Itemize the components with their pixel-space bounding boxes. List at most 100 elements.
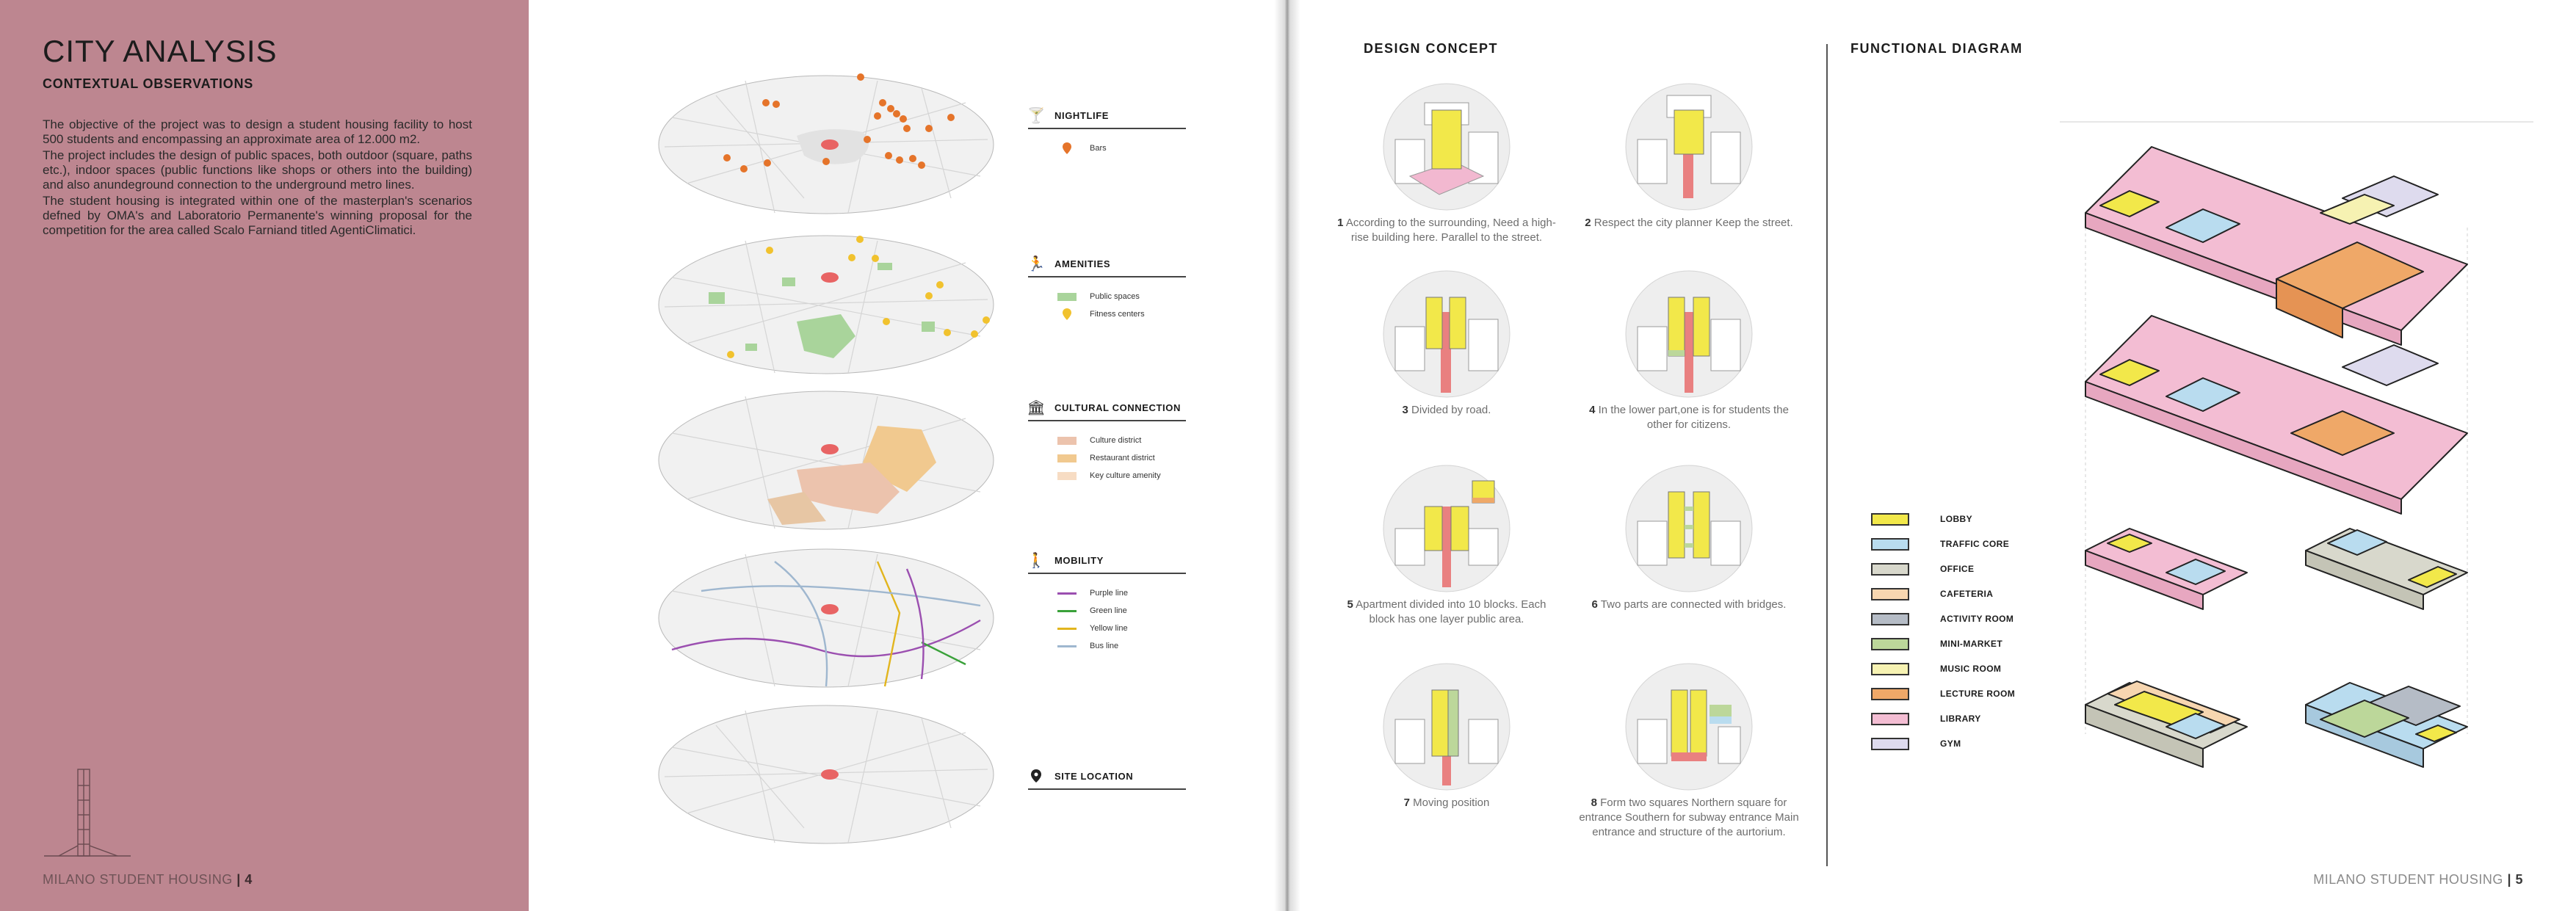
- color-swatch: [1871, 512, 1909, 526]
- city-map: [658, 391, 994, 530]
- legend-title: NIGHTLIFE: [1054, 109, 1110, 121]
- color-swatch: [1871, 612, 1909, 625]
- step-number: 6: [1591, 598, 1598, 611]
- step-number: 5: [1347, 598, 1353, 611]
- concept-step-4: 4 In the lower part,one is for students …: [1579, 268, 1799, 432]
- city-map: [658, 705, 994, 844]
- legend-title: SITE LOCATION: [1054, 770, 1134, 782]
- step-text: Respect the city planner Keep the street…: [1593, 217, 1793, 229]
- legend-swatch: [1057, 471, 1077, 480]
- concept-step-5: 5 Apartment divided into 10 blocks. Each…: [1336, 462, 1557, 627]
- intro-text: The objective of the project was to desi…: [43, 117, 472, 239]
- color-swatch: [1871, 537, 1909, 551]
- concept-step-6: 6 Two parts are connected with bridges.: [1579, 462, 1799, 612]
- walking-icon: 🚶: [1027, 552, 1046, 569]
- function-legend-item: ACTIVITY ROOM: [1871, 606, 2018, 631]
- concept-diagram: [1383, 83, 1510, 211]
- concept-step-1: 1 According to the surrounding, Need a h…: [1336, 81, 1557, 245]
- concept-diagram: [1625, 465, 1753, 592]
- legend-label: Culture district: [1090, 436, 1142, 445]
- legend-line-swatch: [1057, 609, 1077, 612]
- tower-sketch-icon: [44, 769, 131, 857]
- color-swatch: [1871, 687, 1909, 700]
- function-label: GYM: [1940, 738, 1961, 749]
- legend-line-swatch: [1057, 592, 1077, 595]
- function-label: CAFETERIA: [1940, 589, 1994, 599]
- step-number: 4: [1589, 404, 1596, 416]
- legend-line-swatch: [1057, 627, 1077, 630]
- legend-label: Bars: [1090, 144, 1107, 153]
- step-text: In the lower part,one is for students th…: [1598, 404, 1789, 431]
- museum-icon: 🏛: [1027, 399, 1046, 416]
- legend-label: Restaurant district: [1090, 454, 1155, 462]
- color-swatch: [1871, 662, 1909, 675]
- legend-line-swatch: [1057, 645, 1077, 647]
- map-pin-icon: [1057, 142, 1077, 154]
- legend-item: Restaurant district: [1057, 449, 1186, 467]
- step-text: Apartment divided into 10 blocks. Each b…: [1356, 598, 1546, 625]
- page-number: | 4: [236, 872, 253, 887]
- city-map: [658, 548, 994, 688]
- map-nightlife: [657, 73, 995, 217]
- concept-diagram: [1625, 270, 1753, 398]
- color-swatch: [1871, 562, 1909, 576]
- city-map: [658, 73, 994, 214]
- page-number: | 5: [2507, 872, 2523, 887]
- concept-diagram: [1625, 663, 1753, 791]
- legend-label: Purple line: [1090, 589, 1128, 598]
- legend-item: Green line: [1057, 602, 1186, 620]
- paragraph: The student housing is integrated within…: [43, 194, 472, 237]
- concept-diagram: [1383, 465, 1510, 592]
- function-label: LIBRARY: [1940, 714, 1981, 724]
- function-label: MUSIC ROOM: [1940, 664, 2002, 674]
- legend-item: Yellow line: [1057, 620, 1186, 637]
- step-text: Two parts are connected with bridges.: [1600, 598, 1787, 611]
- concept-diagram: [1383, 270, 1510, 398]
- page-subtitle: CONTEXTUAL OBSERVATIONS: [43, 76, 254, 91]
- legend-item: Key culture amenity: [1057, 467, 1186, 484]
- function-legend-item: MUSIC ROOM: [1871, 656, 2018, 681]
- concept-diagram: [1625, 83, 1753, 211]
- function-legend-item: LECTURE ROOM: [1871, 681, 2018, 706]
- step-number: 2: [1585, 217, 1591, 229]
- map-mobility: [657, 547, 995, 690]
- legend-item: Bars: [1057, 139, 1186, 157]
- legend-label: Yellow line: [1090, 624, 1128, 633]
- step-text: Divided by road.: [1411, 404, 1491, 416]
- legend-item: Bus line: [1057, 637, 1186, 655]
- legend-label: Green line: [1090, 606, 1127, 615]
- legend-title: CULTURAL CONNECTION: [1054, 402, 1181, 413]
- legend-swatch: [1057, 454, 1077, 462]
- function-legend-item: OFFICE: [1871, 556, 2018, 581]
- concept-step-3: 3 Divided by road.: [1336, 268, 1557, 418]
- book-gutter: [1274, 0, 1300, 911]
- step-text: Moving position: [1413, 796, 1490, 809]
- footer-title: MILANO STUDENT HOUSING: [2313, 872, 2503, 887]
- paragraph: The objective of the project was to desi…: [43, 117, 472, 146]
- legend-mobility: 🚶 MOBILITY Purple line Green line Yellow…: [1027, 552, 1186, 655]
- legend-header: 🏃 AMENITIES: [1027, 255, 1186, 277]
- color-swatch: [1871, 737, 1909, 750]
- legend-swatch: [1057, 292, 1077, 301]
- color-swatch: [1871, 637, 1909, 650]
- legend-cultural-connection: 🏛 CULTURAL CONNECTION Culture district R…: [1027, 399, 1186, 484]
- concept-step-7: 7 Moving position: [1336, 661, 1557, 810]
- legend-site-location: SITE LOCATION: [1028, 768, 1186, 790]
- sidebar-panel: CITY ANALYSIS CONTEXTUAL OBSERVATIONS Th…: [0, 0, 529, 911]
- map-amenities: [657, 233, 995, 377]
- function-label: MINI-MARKET: [1940, 639, 2003, 649]
- rule-line: [2060, 121, 2533, 123]
- legend-label: Public spaces: [1090, 292, 1140, 301]
- left-page: CITY ANALYSIS CONTEXTUAL OBSERVATIONS Th…: [0, 0, 1287, 911]
- concept-diagram: [1383, 663, 1510, 791]
- legend-item: Purple line: [1057, 584, 1186, 602]
- step-number: 1: [1337, 217, 1344, 229]
- footer-title: MILANO STUDENT HOUSING: [43, 872, 233, 887]
- legend-header: 🍸 NIGHTLIFE: [1027, 107, 1186, 129]
- legend-nightlife: 🍸 NIGHTLIFE Bars: [1027, 107, 1186, 157]
- function-label: ACTIVITY ROOM: [1940, 614, 2014, 624]
- legend-item: Culture district: [1057, 432, 1186, 449]
- legend-title: MOBILITY: [1054, 554, 1104, 566]
- page-title: CITY ANALYSIS: [43, 34, 278, 68]
- step-text: According to the surrounding, Need a hig…: [1345, 217, 1556, 244]
